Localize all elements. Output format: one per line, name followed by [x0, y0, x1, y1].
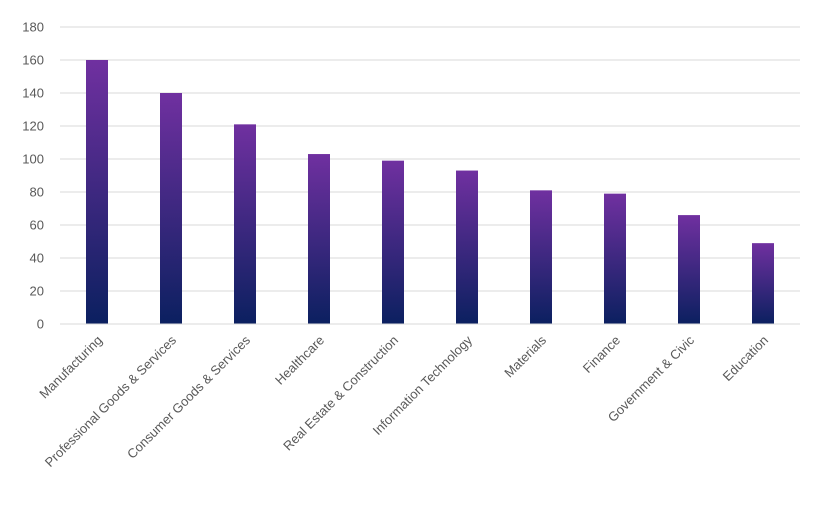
bar-healthcare	[308, 154, 330, 324]
bar-real-estate-construction	[382, 160, 404, 324]
gridlines	[60, 26, 800, 292]
y-tick-label: 0	[37, 317, 44, 332]
bar-information-technology	[456, 170, 478, 324]
y-tick-label: 160	[22, 53, 44, 68]
x-category-label: Education	[720, 333, 771, 384]
x-category-label: Consumer Goods & Services	[124, 332, 253, 461]
y-tick-label: 80	[30, 185, 44, 200]
y-tick-label: 140	[22, 86, 44, 101]
y-tick-label: 40	[30, 251, 44, 266]
x-category-label: Finance	[580, 333, 623, 376]
bar-consumer-goods-services	[234, 124, 256, 324]
bar-professional-goods-services	[160, 93, 182, 324]
y-tick-label: 180	[22, 20, 44, 35]
x-category-label: Professional Goods & Services	[42, 332, 180, 470]
y-tick-label: 60	[30, 218, 44, 233]
x-category-label: Manufacturing	[36, 333, 105, 402]
bar-finance	[604, 193, 626, 324]
bar-materials	[530, 190, 552, 324]
bar-education	[752, 243, 774, 324]
y-axis-tick-labels: 0 20 40 60 80 100 120 140 160 180	[22, 20, 44, 332]
x-category-label: Materials	[501, 332, 549, 380]
bar-manufacturing	[86, 60, 108, 324]
bar-government-civic	[678, 215, 700, 324]
x-category-label: Healthcare	[272, 333, 327, 388]
y-tick-label: 120	[22, 119, 44, 134]
y-tick-label: 100	[22, 152, 44, 167]
y-tick-label: 20	[30, 284, 44, 299]
bars	[86, 60, 774, 324]
